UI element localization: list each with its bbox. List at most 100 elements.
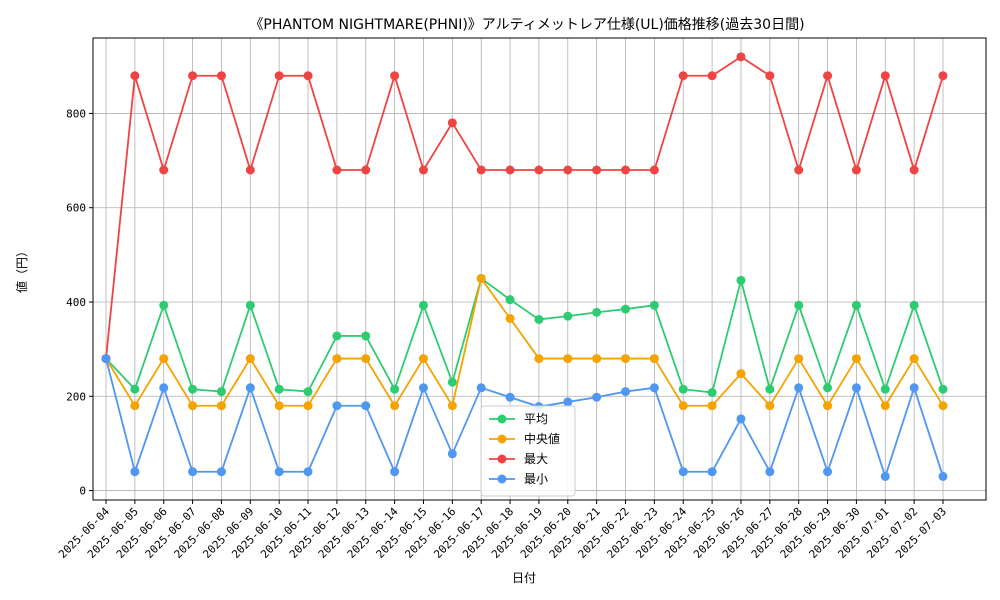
data-point: [649, 383, 659, 393]
data-point: [534, 354, 544, 364]
data-point: [245, 165, 255, 175]
data-point: [159, 383, 169, 393]
data-point: [534, 314, 544, 324]
data-point: [649, 300, 659, 310]
data-point: [447, 401, 457, 411]
y-tick-label: 600: [66, 202, 86, 215]
data-point: [216, 467, 226, 477]
legend-marker: [497, 414, 507, 424]
data-point: [621, 387, 631, 397]
legend-label: 平均: [524, 412, 548, 426]
data-point: [621, 304, 631, 314]
data-point: [101, 354, 111, 364]
data-point: [418, 383, 428, 393]
data-point: [823, 401, 833, 411]
data-point: [592, 392, 602, 402]
data-point: [188, 467, 198, 477]
data-point: [938, 471, 948, 481]
y-tick-label: 800: [66, 107, 86, 120]
data-point: [851, 354, 861, 364]
data-point: [938, 384, 948, 394]
data-point: [563, 397, 573, 407]
data-point: [390, 384, 400, 394]
data-point: [188, 384, 198, 394]
data-point: [159, 165, 169, 175]
x-axis: 2025-06-042025-06-052025-06-062025-06-07…: [56, 500, 949, 561]
data-point: [621, 354, 631, 364]
series-line: [105, 276, 944, 409]
data-point: [390, 71, 400, 81]
data-point: [534, 165, 544, 175]
data-point: [678, 467, 688, 477]
legend-marker: [497, 434, 507, 444]
data-point: [332, 331, 342, 341]
data-point: [332, 401, 342, 411]
data-point: [418, 165, 428, 175]
legend-marker: [497, 474, 507, 484]
data-point: [188, 401, 198, 411]
data-point: [678, 401, 688, 411]
data-point: [390, 467, 400, 477]
data-point: [303, 71, 313, 81]
data-point: [130, 384, 140, 394]
series-line: [105, 358, 944, 480]
data-point: [303, 401, 313, 411]
series-2: [101, 52, 948, 364]
data-point: [390, 401, 400, 411]
data-point: [909, 165, 919, 175]
chart-title: 《PHANTOM NIGHTMARE(PHNI)》アルティメットレア仕様(UL)…: [249, 17, 804, 33]
data-point: [909, 383, 919, 393]
data-point: [563, 354, 573, 364]
data-point: [476, 273, 486, 283]
x-axis-label: 日付: [512, 571, 536, 585]
data-point: [332, 165, 342, 175]
data-point: [765, 467, 775, 477]
data-point: [909, 354, 919, 364]
data-point: [159, 354, 169, 364]
data-point: [736, 369, 746, 379]
data-point: [274, 467, 284, 477]
data-point: [678, 71, 688, 81]
data-point: [823, 467, 833, 477]
data-point: [736, 414, 746, 424]
legend-label: 最大: [524, 452, 548, 466]
data-point: [130, 401, 140, 411]
legend-marker: [497, 454, 507, 464]
data-point: [736, 52, 746, 62]
data-point: [592, 307, 602, 317]
data-point: [303, 467, 313, 477]
data-point: [216, 71, 226, 81]
y-tick-label: 0: [79, 485, 86, 498]
series-line: [105, 276, 944, 394]
data-point: [851, 165, 861, 175]
data-point: [794, 300, 804, 310]
data-point: [245, 354, 255, 364]
data-point: [794, 165, 804, 175]
data-point: [361, 354, 371, 364]
data-point: [361, 401, 371, 411]
series-0: [101, 273, 948, 398]
data-point: [592, 354, 602, 364]
data-point: [505, 392, 515, 402]
series-3: [101, 354, 948, 481]
data-point: [938, 71, 948, 81]
legend-box: [480, 405, 576, 497]
data-point: [303, 387, 313, 397]
data-point: [418, 354, 428, 364]
data-point: [765, 71, 775, 81]
data-point: [880, 471, 890, 481]
data-point: [823, 383, 833, 393]
legend-label: 中央値: [524, 431, 560, 446]
data-point: [880, 71, 890, 81]
data-point: [447, 118, 457, 128]
plot-frame: [92, 37, 987, 501]
y-axis: 0 200 400 600 800: [66, 107, 93, 498]
series-layer: [101, 52, 948, 481]
data-point: [216, 401, 226, 411]
legend-label: 最小: [524, 472, 548, 486]
data-point: [332, 354, 342, 364]
data-point: [794, 383, 804, 393]
data-point: [938, 401, 948, 411]
